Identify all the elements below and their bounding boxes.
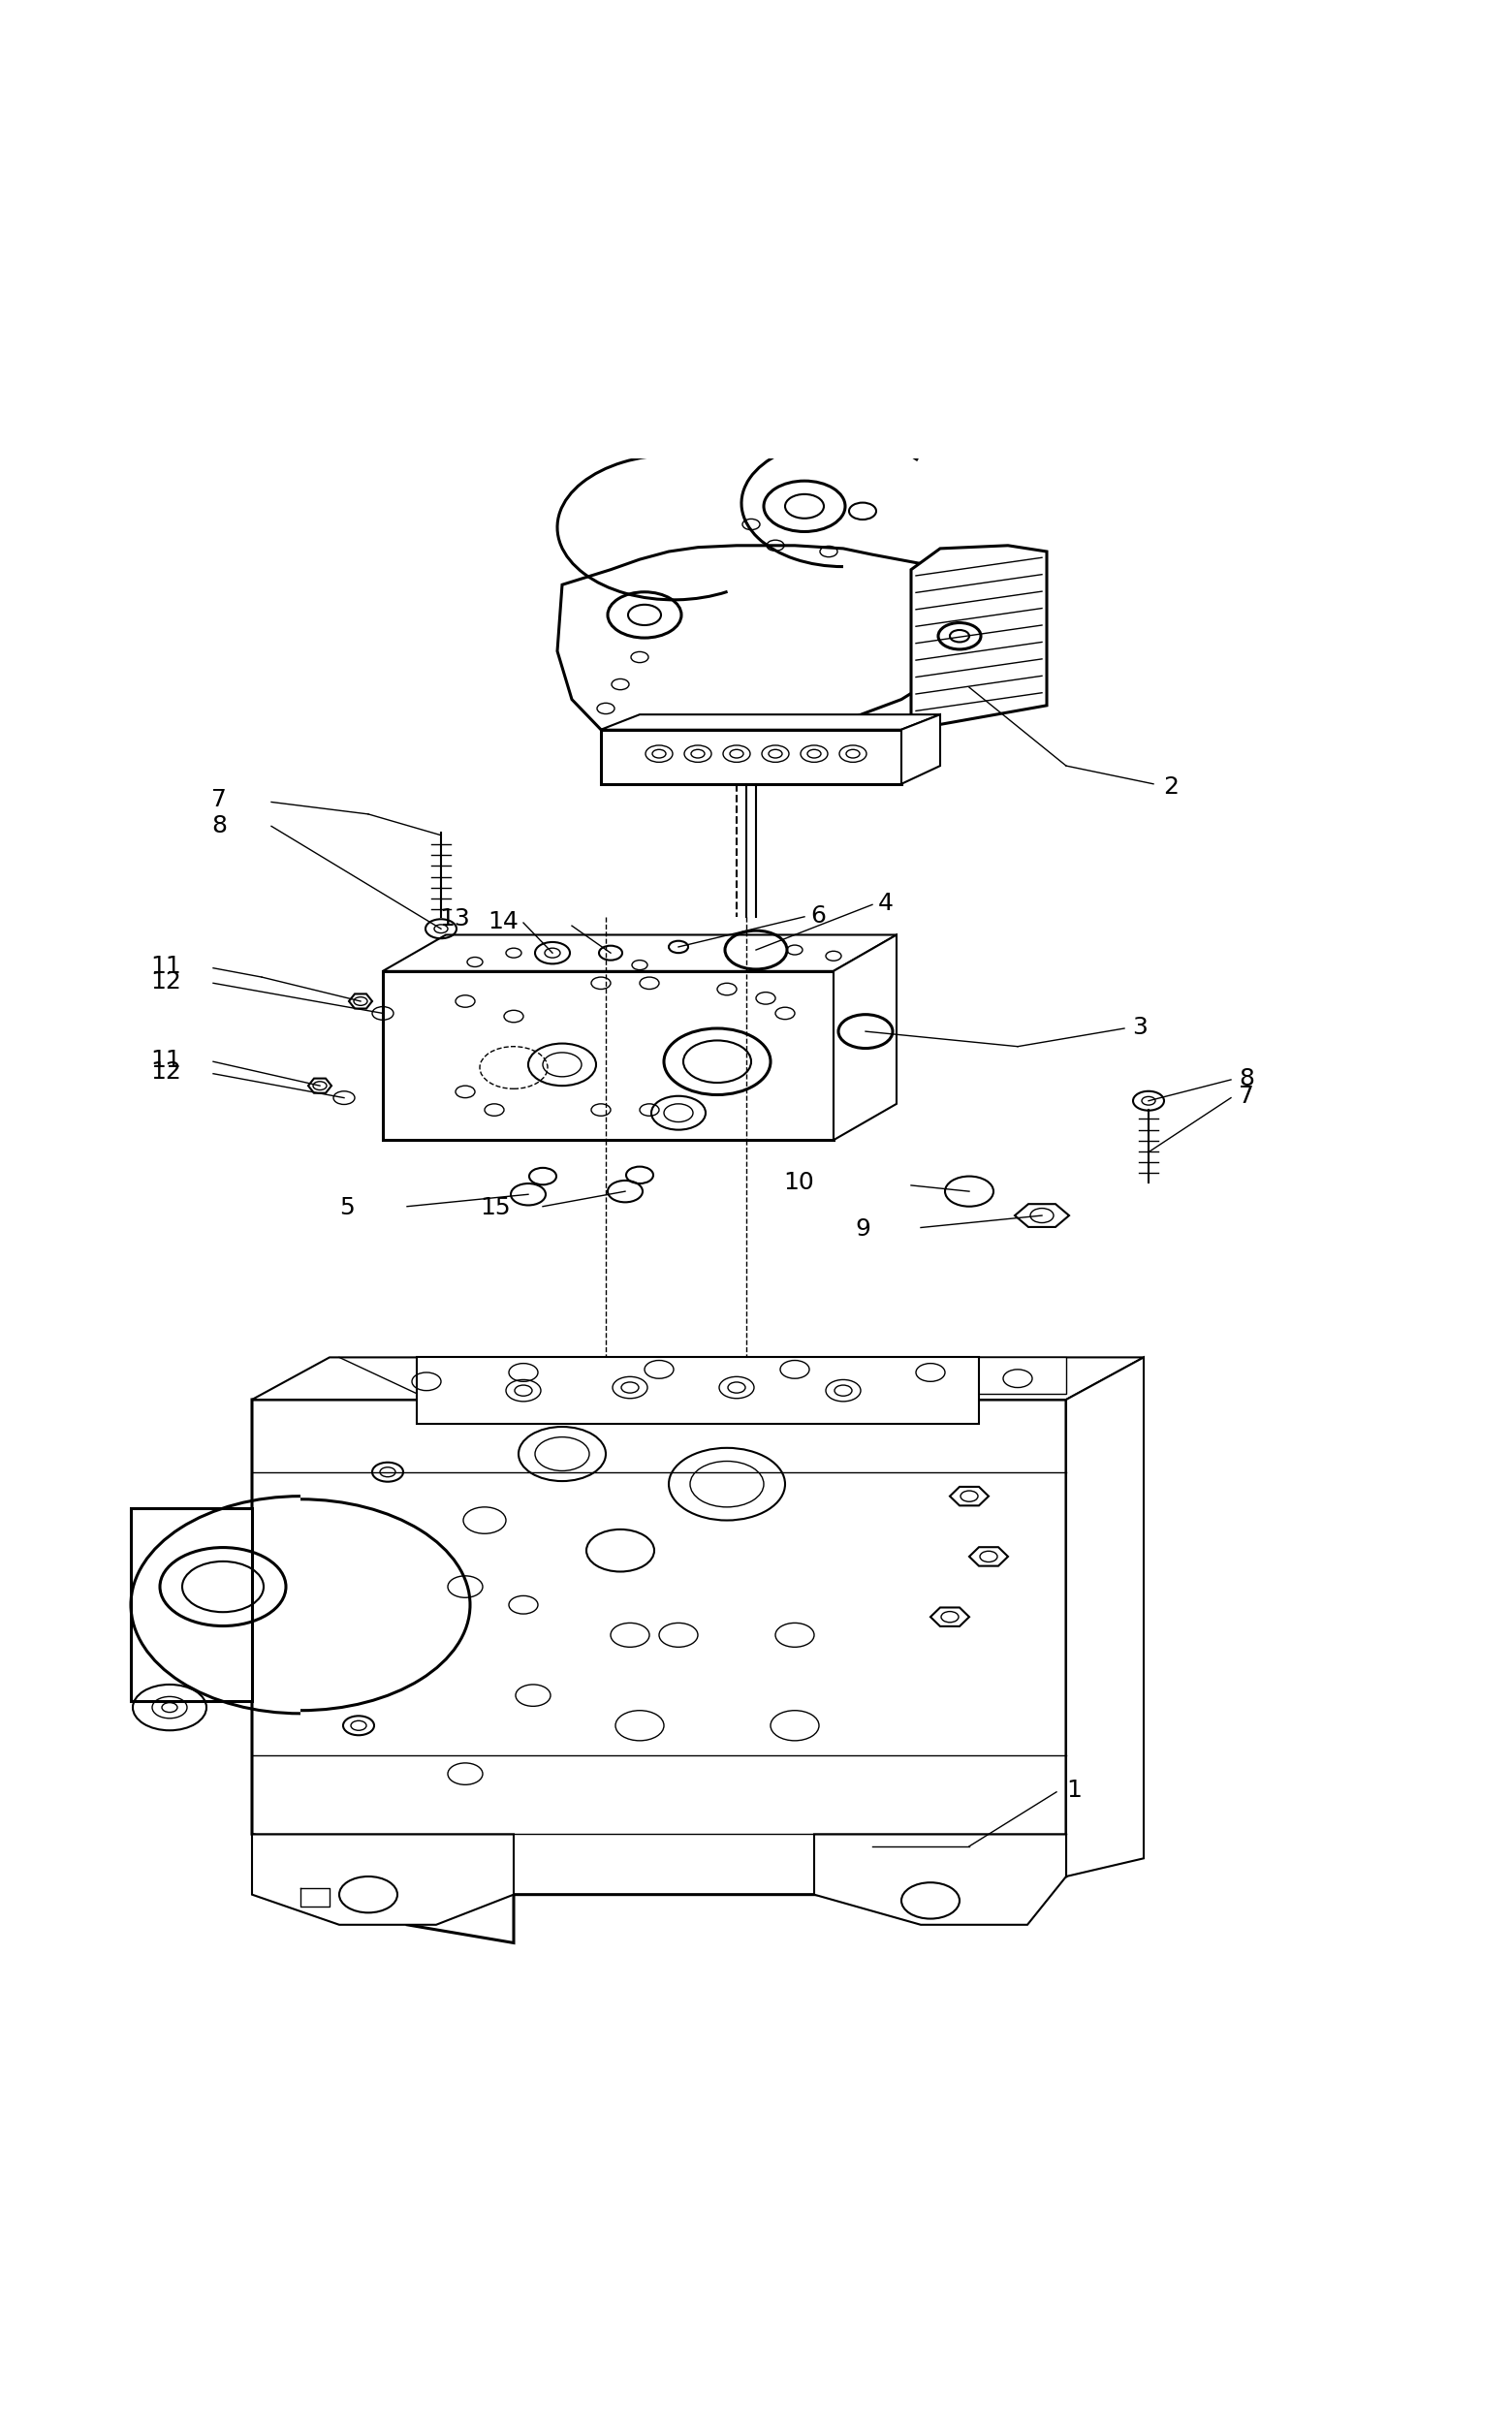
Polygon shape	[833, 935, 897, 1141]
Polygon shape	[1015, 1204, 1069, 1226]
Text: 1: 1	[1066, 1780, 1081, 1802]
Text: 8: 8	[212, 813, 227, 838]
Polygon shape	[383, 935, 897, 971]
Polygon shape	[132, 1508, 253, 1702]
Polygon shape	[901, 714, 940, 784]
Text: 11: 11	[150, 954, 181, 978]
Polygon shape	[813, 1357, 1066, 1394]
Text: 10: 10	[783, 1170, 813, 1195]
Polygon shape	[383, 971, 833, 1141]
Text: 11: 11	[150, 1049, 181, 1073]
Polygon shape	[253, 1357, 1143, 1399]
Text: 13: 13	[440, 908, 470, 930]
Text: 12: 12	[150, 1061, 181, 1083]
Polygon shape	[308, 1078, 331, 1093]
Text: 7: 7	[212, 789, 227, 811]
Polygon shape	[813, 1833, 1066, 1925]
Polygon shape	[600, 714, 940, 728]
Text: 15: 15	[479, 1197, 511, 1219]
Text: 7: 7	[1238, 1085, 1253, 1107]
Polygon shape	[930, 1607, 969, 1627]
Text: 12: 12	[150, 971, 181, 993]
Polygon shape	[950, 1486, 989, 1505]
Text: 9: 9	[854, 1219, 871, 1241]
Polygon shape	[253, 1833, 514, 1925]
Text: 8: 8	[1238, 1066, 1253, 1090]
Polygon shape	[417, 1357, 978, 1423]
Text: 6: 6	[810, 903, 826, 927]
Polygon shape	[1066, 1357, 1143, 1877]
Polygon shape	[558, 546, 960, 753]
Text: 4: 4	[878, 891, 894, 915]
Polygon shape	[349, 993, 372, 1008]
Text: 5: 5	[339, 1197, 354, 1219]
Polygon shape	[912, 546, 1046, 728]
Text: 2: 2	[1163, 775, 1178, 799]
Polygon shape	[600, 728, 901, 784]
Text: 14: 14	[488, 910, 519, 935]
Polygon shape	[969, 1547, 1009, 1566]
Polygon shape	[253, 1399, 1066, 1942]
Text: 3: 3	[1132, 1015, 1148, 1039]
